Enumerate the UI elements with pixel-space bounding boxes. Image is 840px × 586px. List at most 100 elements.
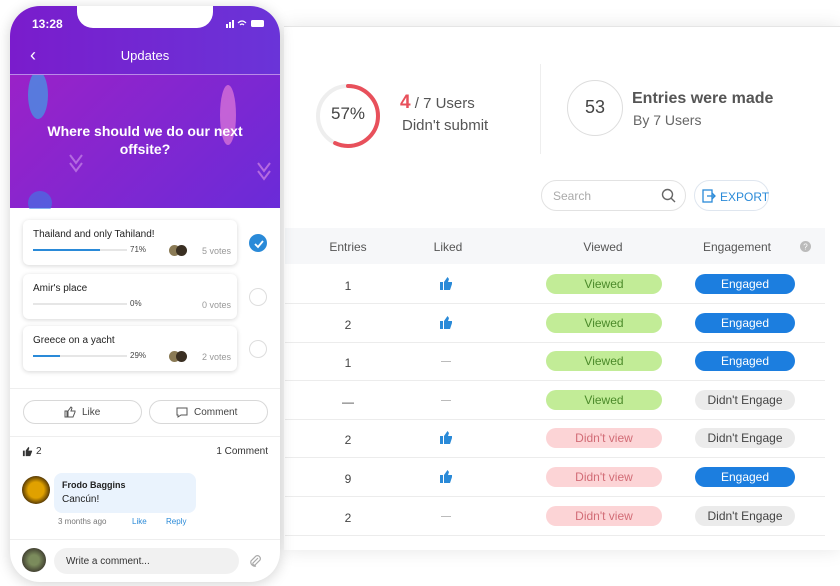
phone-frame: 13:28 ‹ Updates Where should we do our n…: [10, 6, 280, 582]
table-row[interactable]: 2 Didn't view Didn't Engage: [285, 420, 825, 459]
app-header: 13:28 ‹ Updates: [10, 6, 280, 74]
radio-button[interactable]: [249, 340, 267, 358]
poll-option[interactable]: Thailand and only Tahiland! 71% 5 votes: [23, 220, 237, 265]
voter-avatars: [169, 245, 189, 256]
entries-sub: By 7 Users: [633, 112, 702, 128]
comment-bubble: Frodo Baggins Cancún!: [54, 473, 196, 513]
divider: [10, 436, 280, 437]
divider: [540, 64, 541, 154]
table-row[interactable]: 2 Didn't view Didn't Engage: [285, 498, 825, 536]
option-votes: 5 votes: [201, 246, 231, 256]
not-submitted-label: Didn't submit: [402, 117, 489, 134]
poll-option[interactable]: Greece on a yacht 29% 2 votes: [23, 326, 237, 371]
entries-count: 53: [567, 80, 623, 136]
viewed-badge: Didn't view: [546, 467, 662, 487]
entries-cell: 9: [344, 472, 352, 486]
table-row[interactable]: 1 Viewed Engaged: [285, 266, 825, 304]
option-label: Amir's place: [33, 283, 88, 294]
entries-cell: 1: [344, 356, 352, 371]
comment-placeholder: Write a comment...: [66, 556, 150, 567]
progress-ring: [316, 84, 380, 148]
entries-cell: 2: [344, 317, 352, 332]
not-submitted-number: 4: [400, 92, 411, 113]
not-submitted-total: / 7 Users: [414, 95, 475, 112]
option-votes: 0 votes: [201, 300, 231, 310]
comment-input[interactable]: Write a comment...: [54, 548, 239, 574]
liked-icon: [439, 277, 453, 295]
option-progress-bar: [33, 303, 127, 305]
viewed-badge: Viewed: [546, 389, 662, 410]
avatar: [22, 548, 46, 572]
engagement-badge: Engaged: [695, 274, 795, 294]
avatar: [22, 476, 50, 504]
viewed-badge: Viewed: [546, 351, 662, 372]
page-title: Updates: [120, 48, 170, 63]
liked-icon: [439, 470, 453, 488]
divider: [10, 539, 280, 540]
viewed-badge: Viewed: [546, 274, 662, 294]
radio-selected[interactable]: [249, 234, 267, 252]
status-icons: [226, 20, 264, 28]
percent-label: 57%: [330, 104, 366, 123]
comment-reply-link[interactable]: Reply: [166, 517, 187, 526]
export-button[interactable]: EXPORT: [694, 180, 769, 211]
option-label: Thailand and only Tahiland!: [33, 229, 155, 240]
header-liked[interactable]: Liked: [433, 240, 463, 254]
table-header: [285, 228, 825, 264]
engagement-badge: Didn't Engage: [695, 389, 795, 410]
engagement-badge: Engaged: [695, 467, 795, 487]
poll-option[interactable]: Amir's place 0% 0 votes: [23, 274, 237, 319]
not-liked-mark: [441, 399, 451, 401]
radio-button[interactable]: [249, 288, 267, 306]
divider: [10, 388, 280, 389]
table-row[interactable]: — Viewed Didn't Engage: [285, 382, 825, 420]
comment-author[interactable]: Frodo Baggins: [62, 480, 126, 490]
not-submitted-count: 4 / 7 Users: [400, 92, 475, 114]
like-button[interactable]: Like: [23, 400, 142, 424]
table-row[interactable]: 2 Viewed Engaged: [285, 305, 825, 343]
search-input[interactable]: Search: [541, 180, 686, 211]
engagement-badge: Didn't Engage: [695, 428, 795, 449]
comment-text: Cancún!: [62, 494, 100, 505]
status-time: 13:28: [32, 17, 63, 31]
not-liked-mark: [441, 361, 451, 363]
help-icon[interactable]: ?: [800, 241, 811, 252]
entries-label: Entries were made: [632, 90, 774, 107]
comment-button[interactable]: Comment: [149, 400, 268, 424]
option-progress-bar: [33, 355, 127, 357]
comments-count[interactable]: 1 Comment: [216, 446, 268, 457]
entries-cell: 2: [344, 433, 352, 448]
entries-cell: 2: [344, 510, 352, 525]
option-votes: 2 votes: [201, 352, 231, 362]
likes-count: 2: [36, 446, 42, 457]
export-icon: [702, 189, 716, 203]
viewed-badge: Didn't view: [546, 428, 662, 449]
banner-question: Where should we do our next offsite?: [47, 123, 243, 157]
table-row[interactable]: 1 Viewed Engaged: [285, 343, 825, 382]
comment-label: Comment: [194, 407, 238, 418]
engagement-badge: Didn't Engage: [695, 505, 795, 526]
liked-icon: [439, 431, 453, 449]
entries-cell: —: [342, 394, 354, 409]
attachment-icon[interactable]: [248, 554, 262, 568]
engagement-badge: Engaged: [695, 312, 795, 333]
option-progress-bar: [33, 249, 127, 251]
back-icon[interactable]: ‹: [30, 45, 36, 65]
comment-like-link[interactable]: Like: [132, 517, 147, 526]
search-icon: [661, 188, 676, 203]
svg-text:?: ?: [803, 243, 808, 252]
voter-avatars: [169, 351, 189, 362]
thumbs-up-icon: [22, 446, 33, 457]
header-engagement[interactable]: Engagement: [702, 240, 772, 254]
header-entries[interactable]: Entries: [329, 240, 367, 254]
not-liked-mark: [441, 515, 451, 517]
comment-icon: [176, 407, 188, 418]
viewed-badge: Viewed: [546, 312, 662, 333]
search-placeholder: Search: [553, 189, 592, 203]
table-row[interactable]: 9 Didn't view Engaged: [285, 459, 825, 497]
export-label: EXPORT: [720, 190, 770, 204]
viewed-badge: Didn't view: [546, 505, 662, 526]
header-viewed[interactable]: Viewed: [583, 240, 623, 254]
entries-cell: 1: [344, 279, 352, 293]
option-label: Greece on a yacht: [33, 335, 115, 346]
